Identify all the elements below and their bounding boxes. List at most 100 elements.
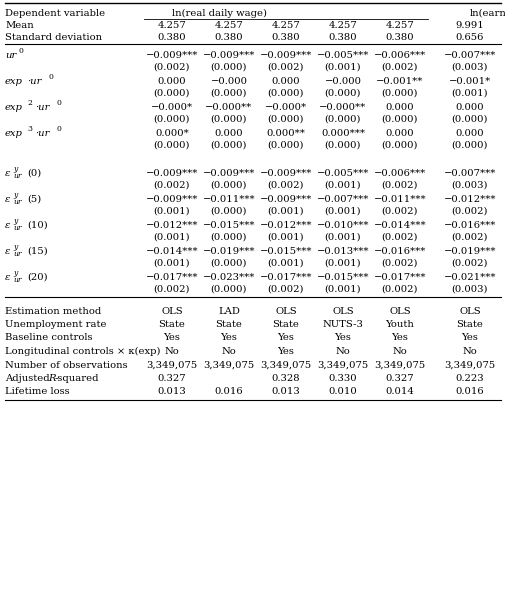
Text: 0.380: 0.380 bbox=[328, 32, 357, 41]
Text: (0.002): (0.002) bbox=[381, 63, 418, 72]
Text: −0.006***: −0.006*** bbox=[373, 50, 425, 59]
Text: 0.014: 0.014 bbox=[385, 388, 414, 396]
Text: (0.000): (0.000) bbox=[211, 206, 247, 215]
Text: 0.380: 0.380 bbox=[214, 32, 243, 41]
Text: ur: ur bbox=[5, 50, 16, 59]
Text: 0.000: 0.000 bbox=[455, 102, 483, 111]
Text: 3,349,075: 3,349,075 bbox=[146, 361, 197, 370]
Text: Yes: Yes bbox=[334, 334, 351, 343]
Text: 3,349,075: 3,349,075 bbox=[317, 361, 368, 370]
Text: State: State bbox=[158, 320, 185, 329]
Text: (0.001): (0.001) bbox=[154, 233, 190, 242]
Text: (0.002): (0.002) bbox=[154, 63, 190, 72]
Text: ln(earnings): ln(earnings) bbox=[469, 8, 505, 17]
Text: Baseline controls: Baseline controls bbox=[5, 334, 92, 343]
Text: 4.257: 4.257 bbox=[158, 22, 186, 30]
Text: −0.012***: −0.012*** bbox=[443, 194, 495, 203]
Text: ε: ε bbox=[5, 169, 11, 178]
Text: −0.016***: −0.016*** bbox=[373, 246, 425, 255]
Text: (0.001): (0.001) bbox=[154, 206, 190, 215]
Text: 0.327: 0.327 bbox=[158, 374, 186, 383]
Text: ε: ε bbox=[5, 221, 11, 230]
Text: (0.000): (0.000) bbox=[324, 114, 361, 124]
Text: OLS: OLS bbox=[458, 307, 480, 316]
Text: (0.001): (0.001) bbox=[324, 258, 361, 267]
Text: −0.000: −0.000 bbox=[324, 77, 361, 86]
Text: −0.019***: −0.019*** bbox=[443, 246, 495, 255]
Text: (0.003): (0.003) bbox=[451, 63, 487, 72]
Text: (0.001): (0.001) bbox=[267, 206, 304, 215]
Text: ε: ε bbox=[5, 194, 11, 203]
Text: −0.023***: −0.023*** bbox=[203, 273, 255, 282]
Text: (5): (5) bbox=[27, 194, 41, 203]
Text: exp: exp bbox=[5, 129, 23, 138]
Text: ur: ur bbox=[13, 198, 21, 206]
Text: 0.013: 0.013 bbox=[271, 388, 300, 396]
Text: (0.000): (0.000) bbox=[267, 141, 304, 150]
Text: No: No bbox=[221, 347, 236, 356]
Text: (0.000): (0.000) bbox=[324, 89, 361, 97]
Text: −0.017***: −0.017*** bbox=[373, 273, 425, 282]
Text: 0: 0 bbox=[57, 125, 62, 133]
Text: 0.000: 0.000 bbox=[455, 129, 483, 138]
Text: (0.001): (0.001) bbox=[324, 233, 361, 242]
Text: −0.001*: −0.001* bbox=[448, 77, 490, 86]
Text: Yes: Yes bbox=[391, 334, 408, 343]
Text: (0.002): (0.002) bbox=[154, 181, 190, 190]
Text: (0.000): (0.000) bbox=[154, 89, 190, 97]
Text: −0.006***: −0.006*** bbox=[373, 169, 425, 178]
Text: −0.009***: −0.009*** bbox=[145, 50, 198, 59]
Text: Youth: Youth bbox=[385, 320, 414, 329]
Text: −0.009***: −0.009*** bbox=[259, 50, 312, 59]
Text: (0.001): (0.001) bbox=[451, 89, 487, 97]
Text: Yes: Yes bbox=[220, 334, 237, 343]
Text: (0.002): (0.002) bbox=[267, 63, 304, 72]
Text: ur: ur bbox=[13, 250, 21, 258]
Text: 0.013: 0.013 bbox=[158, 388, 186, 396]
Text: −0.017***: −0.017*** bbox=[259, 273, 312, 282]
Text: y: y bbox=[13, 243, 17, 251]
Text: 0: 0 bbox=[49, 73, 54, 81]
Text: −0.000*: −0.000* bbox=[150, 102, 193, 111]
Text: (0.002): (0.002) bbox=[381, 258, 418, 267]
Text: 0.000: 0.000 bbox=[385, 102, 414, 111]
Text: 0.000: 0.000 bbox=[385, 129, 414, 138]
Text: 0.010: 0.010 bbox=[328, 388, 357, 396]
Text: 0.330: 0.330 bbox=[328, 374, 357, 383]
Text: (0.002): (0.002) bbox=[381, 285, 418, 294]
Text: −0.012***: −0.012*** bbox=[145, 221, 198, 230]
Text: 0.223: 0.223 bbox=[455, 374, 483, 383]
Text: R: R bbox=[48, 374, 56, 383]
Text: Number of observations: Number of observations bbox=[5, 361, 127, 370]
Text: 0.328: 0.328 bbox=[271, 374, 300, 383]
Text: (0.002): (0.002) bbox=[381, 206, 418, 215]
Text: No: No bbox=[335, 347, 349, 356]
Text: exp: exp bbox=[5, 77, 23, 86]
Text: (0.001): (0.001) bbox=[324, 181, 361, 190]
Text: 0.656: 0.656 bbox=[455, 32, 483, 41]
Text: −0.014***: −0.014*** bbox=[373, 221, 426, 230]
Text: (0.002): (0.002) bbox=[267, 181, 304, 190]
Text: −0.012***: −0.012*** bbox=[259, 221, 312, 230]
Text: −0.005***: −0.005*** bbox=[316, 50, 369, 59]
Text: −0.001**: −0.001** bbox=[376, 77, 423, 86]
Text: −0.000: −0.000 bbox=[210, 77, 247, 86]
Text: ·ur: ·ur bbox=[35, 129, 49, 138]
Text: 4.257: 4.257 bbox=[385, 22, 414, 30]
Text: Standard deviation: Standard deviation bbox=[5, 32, 102, 41]
Text: −0.019***: −0.019*** bbox=[203, 246, 255, 255]
Text: 4.257: 4.257 bbox=[328, 22, 357, 30]
Text: State: State bbox=[456, 320, 482, 329]
Text: (0.001): (0.001) bbox=[324, 206, 361, 215]
Text: −0.014***: −0.014*** bbox=[145, 246, 198, 255]
Text: −0.015***: −0.015*** bbox=[203, 221, 255, 230]
Text: (0.002): (0.002) bbox=[451, 233, 487, 242]
Text: y: y bbox=[13, 165, 17, 173]
Text: 0.016: 0.016 bbox=[214, 388, 243, 396]
Text: (0.000): (0.000) bbox=[381, 141, 418, 150]
Text: (0.002): (0.002) bbox=[451, 206, 487, 215]
Text: −0.011***: −0.011*** bbox=[203, 194, 255, 203]
Text: −0.013***: −0.013*** bbox=[316, 246, 369, 255]
Text: y: y bbox=[13, 191, 17, 199]
Text: (0.001): (0.001) bbox=[154, 258, 190, 267]
